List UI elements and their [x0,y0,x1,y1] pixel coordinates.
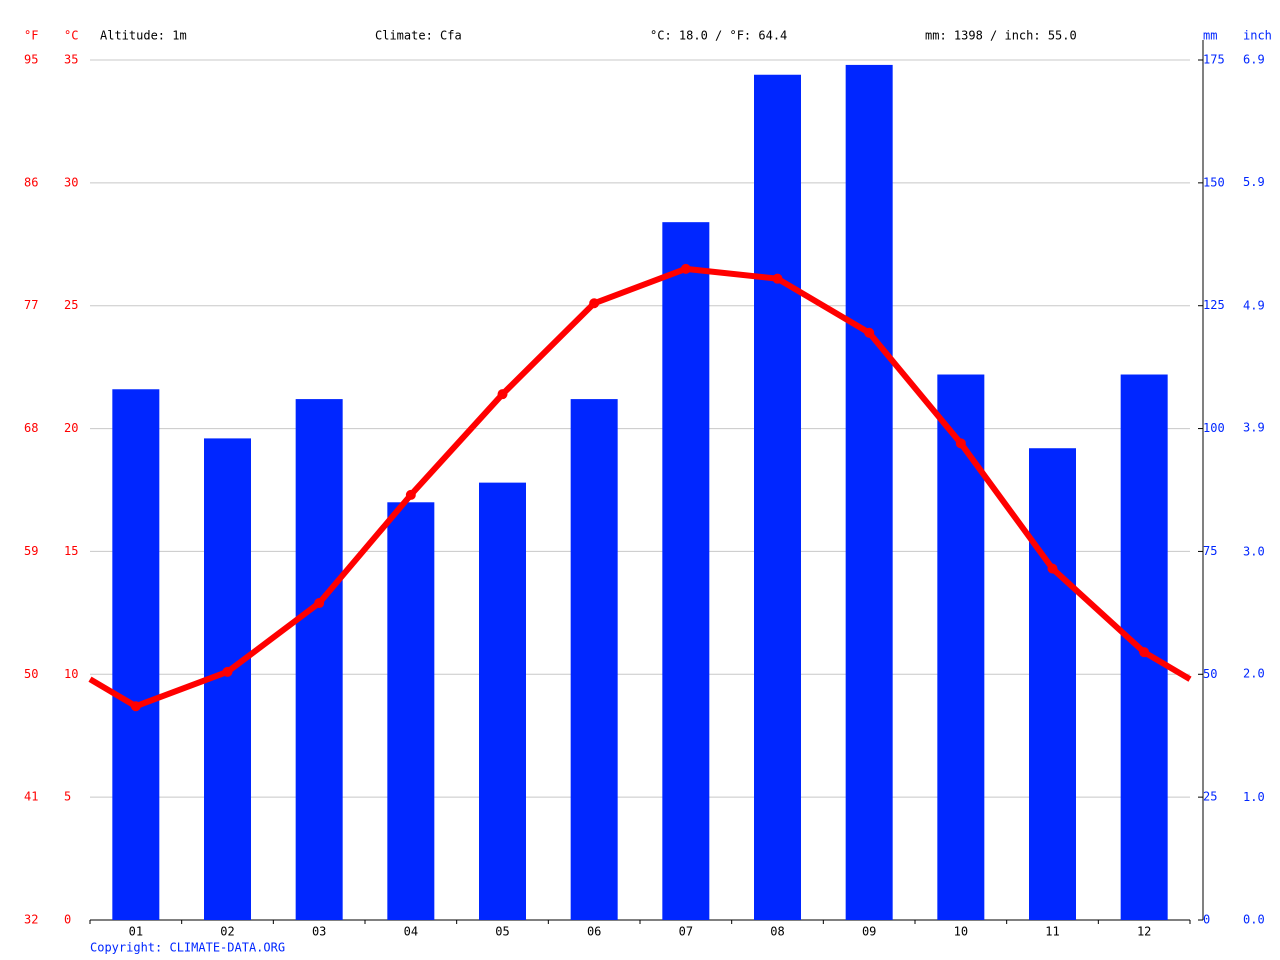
mm-tick-label: 0 [1203,913,1210,927]
celsius-tick-label: 10 [64,667,78,681]
celsius-tick-label: 30 [64,175,78,189]
precipitation-bar [570,399,618,921]
temperature-point [405,489,416,500]
x-tick-label: 11 [1045,925,1059,939]
mm-tick-label: 75 [1203,544,1217,558]
inch-tick-label: 5.9 [1243,175,1265,189]
x-tick-label: 02 [220,925,234,939]
temperature-point [772,273,783,284]
temperature-point [955,438,966,449]
fahrenheit-tick-label: 86 [24,175,38,189]
precipitation-bar [754,74,801,920]
inch-tick-label: 6.9 [1243,53,1265,67]
celsius-tick-label: 20 [64,421,78,435]
inch-tick-label: 4.9 [1243,298,1265,312]
temperature-point [497,389,508,400]
fahrenheit-tick-label: 77 [24,298,38,312]
fahrenheit-tick-label: 68 [24,421,38,435]
temperature-point [1047,563,1058,574]
inch-tick-label: 0.0 [1243,913,1265,927]
mm-tick-label: 100 [1203,421,1225,435]
mm-tick-label: 175 [1203,53,1225,67]
mm-tick-label: 125 [1203,298,1225,312]
precipitation-bar [662,222,710,920]
mean-temperature: °C: 18.0 / °F: 64.4 [650,29,787,43]
temperature-line-edge [88,676,138,709]
temperature-point [222,666,233,677]
inch-unit: inch [1243,29,1272,43]
inch-tick-label: 3.0 [1243,544,1265,558]
inch-tick-label: 2.0 [1243,667,1265,681]
temperature-point [589,298,600,309]
fahrenheit-tick-label: 41 [24,790,38,804]
precipitation-bar [479,482,526,920]
celsius-tick-label: 0 [64,913,71,927]
inch-tick-label: 3.9 [1243,421,1265,435]
precipitation-bar [1029,448,1076,920]
x-tick-label: 04 [404,925,418,939]
precipitation-bar [937,374,985,920]
x-tick-label: 09 [862,925,876,939]
copyright: Copyright: CLIMATE-DATA.ORG [90,941,285,955]
inch-tick-label: 1.0 [1243,790,1265,804]
fahrenheit-unit: °F [24,29,38,43]
x-tick-label: 08 [770,925,784,939]
precipitation-bar [387,502,435,920]
climate: Climate: Cfa [375,29,462,43]
temperature-point [130,701,141,712]
mm-tick-label: 50 [1203,667,1217,681]
mm-tick-label: 150 [1203,175,1225,189]
x-tick-label: 07 [679,925,693,939]
fahrenheit-tick-label: 32 [24,913,38,927]
fahrenheit-tick-label: 95 [24,53,38,67]
temperature-line [134,265,1147,710]
mm-tick-label: 25 [1203,790,1217,804]
x-tick-label: 10 [954,925,968,939]
temperature-point [680,263,691,274]
x-tick-label: 01 [129,925,143,939]
temperature-point [864,327,875,338]
x-tick-label: 05 [495,925,509,939]
temperature-point [1139,647,1150,658]
x-tick-label: 06 [587,925,601,939]
mm-unit: mm [1203,29,1217,43]
total-precipitation: mm: 1398 / inch: 55.0 [925,29,1077,43]
fahrenheit-tick-label: 50 [24,667,38,681]
celsius-tick-label: 5 [64,790,71,804]
fahrenheit-tick-label: 59 [24,544,38,558]
temperature-point [314,598,325,609]
x-tick-label: 03 [312,925,326,939]
precipitation-bar [845,64,893,920]
celsius-unit: °C [64,29,78,43]
precipitation-bar [112,389,160,920]
altitude: Altitude: 1m [100,29,187,43]
celsius-tick-label: 25 [64,298,78,312]
precipitation-bar [295,399,343,921]
celsius-tick-label: 15 [64,544,78,558]
temperature-line-edge [1142,649,1192,682]
celsius-tick-label: 35 [64,53,78,67]
x-tick-label: 12 [1137,925,1151,939]
